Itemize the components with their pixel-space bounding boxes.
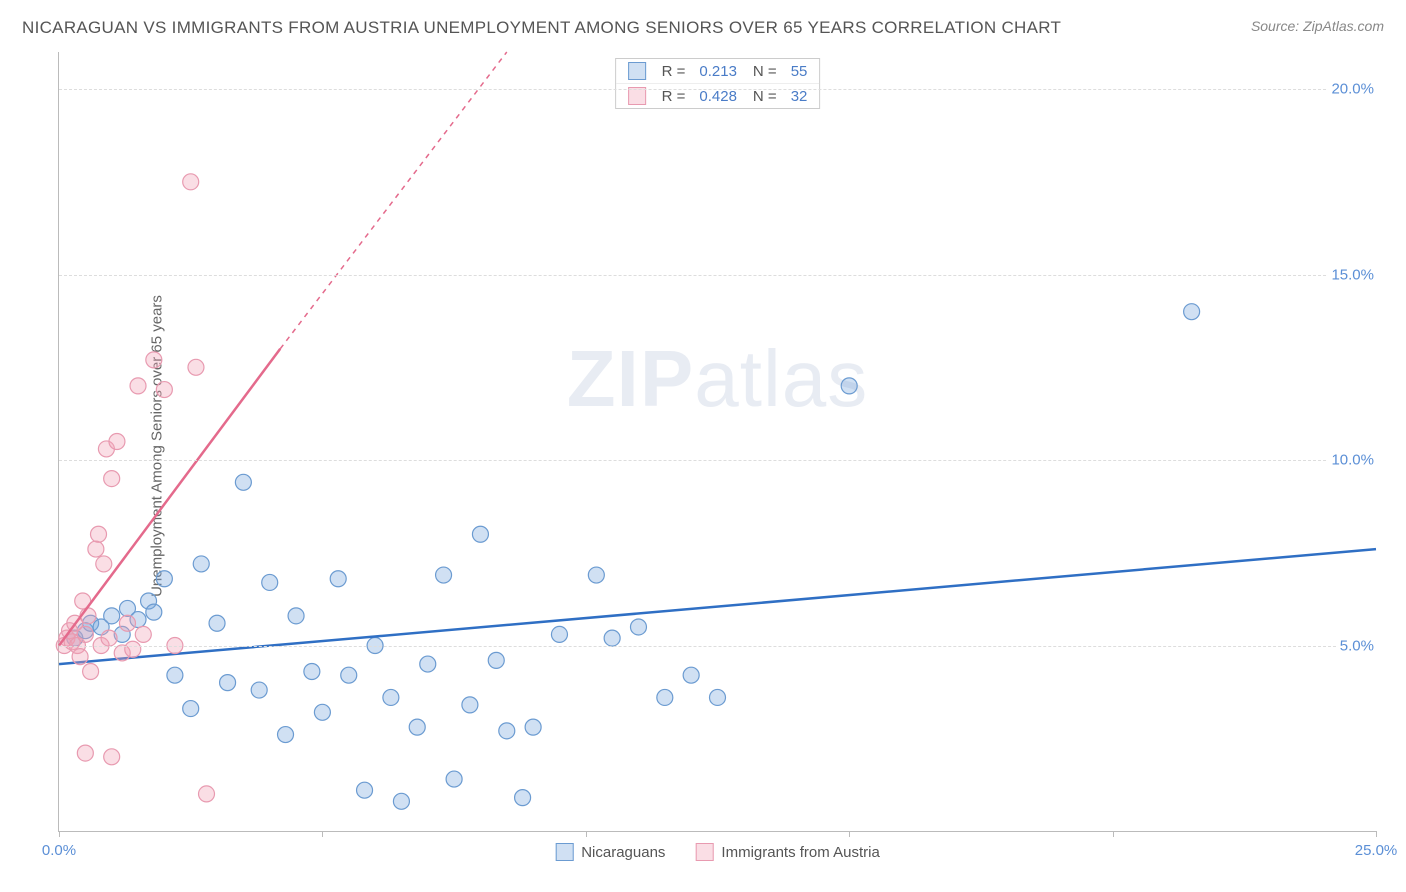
gridline [59,275,1376,276]
scatter-point [235,474,251,490]
scatter-point [72,649,88,665]
scatter-point [551,626,567,642]
scatter-point [156,382,172,398]
scatter-point [710,689,726,705]
scatter-point [357,782,373,798]
legend-r-value: 0.213 [699,63,737,80]
scatter-point [130,378,146,394]
scatter-point [183,174,199,190]
scatter-point [91,526,107,542]
legend-series: Nicaraguans Immigrants from Austria [555,843,880,861]
x-tick-mark [1376,831,1377,837]
x-tick-label: 25.0% [1355,842,1398,859]
scatter-point [183,701,199,717]
scatter-point [220,675,236,691]
x-tick-label: 0.0% [42,842,76,859]
legend-swatch [695,843,713,861]
trend-line [59,549,1376,664]
scatter-point [436,567,452,583]
scatter-point [135,626,151,642]
legend-label: Immigrants from Austria [721,844,879,861]
scatter-point [420,656,436,672]
x-tick-mark [59,831,60,837]
legend-label: Nicaraguans [581,844,665,861]
scatter-point [199,786,215,802]
legend-item: Immigrants from Austria [695,843,879,861]
scatter-point [104,608,120,624]
scatter-point [104,749,120,765]
scatter-point [88,541,104,557]
gridline [59,646,1376,647]
scatter-point [446,771,462,787]
y-tick-label: 15.0% [1327,266,1378,283]
scatter-point [101,630,117,646]
x-tick-mark [586,831,587,837]
scatter-point [304,663,320,679]
scatter-point [472,526,488,542]
scatter-point [83,663,99,679]
scatter-point [330,571,346,587]
scatter-point [209,615,225,631]
legend-row: R =0.428N =32 [616,83,820,108]
scatter-point [104,471,120,487]
scatter-point [383,689,399,705]
scatter-point [393,793,409,809]
scatter-point [125,641,141,657]
scatter-point [588,567,604,583]
scatter-point [499,723,515,739]
y-tick-label: 5.0% [1336,637,1378,654]
scatter-point [515,790,531,806]
scatter-point [167,667,183,683]
scatter-point [193,556,209,572]
legend-r-label: R = [662,63,686,80]
scatter-point [262,574,278,590]
scatter-point [341,667,357,683]
scatter-point [77,626,93,642]
scatter-point [657,689,673,705]
legend-correlation: R = 0.213 N = 55 R =0.428N =32 [615,58,821,109]
source-attribution: Source: ZipAtlas.com [1251,18,1384,34]
scatter-svg [59,52,1376,831]
scatter-point [683,667,699,683]
scatter-point [96,556,112,572]
scatter-point [156,571,172,587]
scatter-point [630,619,646,635]
legend-n-value: 55 [791,63,808,80]
scatter-point [604,630,620,646]
scatter-point [462,697,478,713]
trend-line-dash [280,52,507,349]
scatter-point [146,352,162,368]
x-tick-mark [322,831,323,837]
scatter-point [77,745,93,761]
legend-n-label: N = [753,63,777,80]
scatter-point [314,704,330,720]
gridline [59,460,1376,461]
scatter-point [488,652,504,668]
x-tick-mark [1113,831,1114,837]
scatter-point [1184,304,1200,320]
scatter-point [841,378,857,394]
scatter-point [278,727,294,743]
legend-swatch [628,62,646,80]
plot-area: ZIPatlas R =0.213N =55R =0.428N =32 Nica… [58,52,1376,832]
legend-item: Nicaraguans [555,843,665,861]
y-tick-label: 20.0% [1327,81,1378,98]
scatter-point [251,682,267,698]
gridline [59,89,1376,90]
scatter-point [109,434,125,450]
scatter-point [119,615,135,631]
scatter-point [525,719,541,735]
chart-title: NICARAGUAN VS IMMIGRANTS FROM AUSTRIA UN… [22,18,1061,38]
scatter-point [188,359,204,375]
x-tick-mark [849,831,850,837]
scatter-point [409,719,425,735]
scatter-point [146,604,162,620]
legend-swatch [555,843,573,861]
y-tick-label: 10.0% [1327,452,1378,469]
scatter-point [288,608,304,624]
legend-row: R = 0.213 N = 55 [616,59,820,83]
